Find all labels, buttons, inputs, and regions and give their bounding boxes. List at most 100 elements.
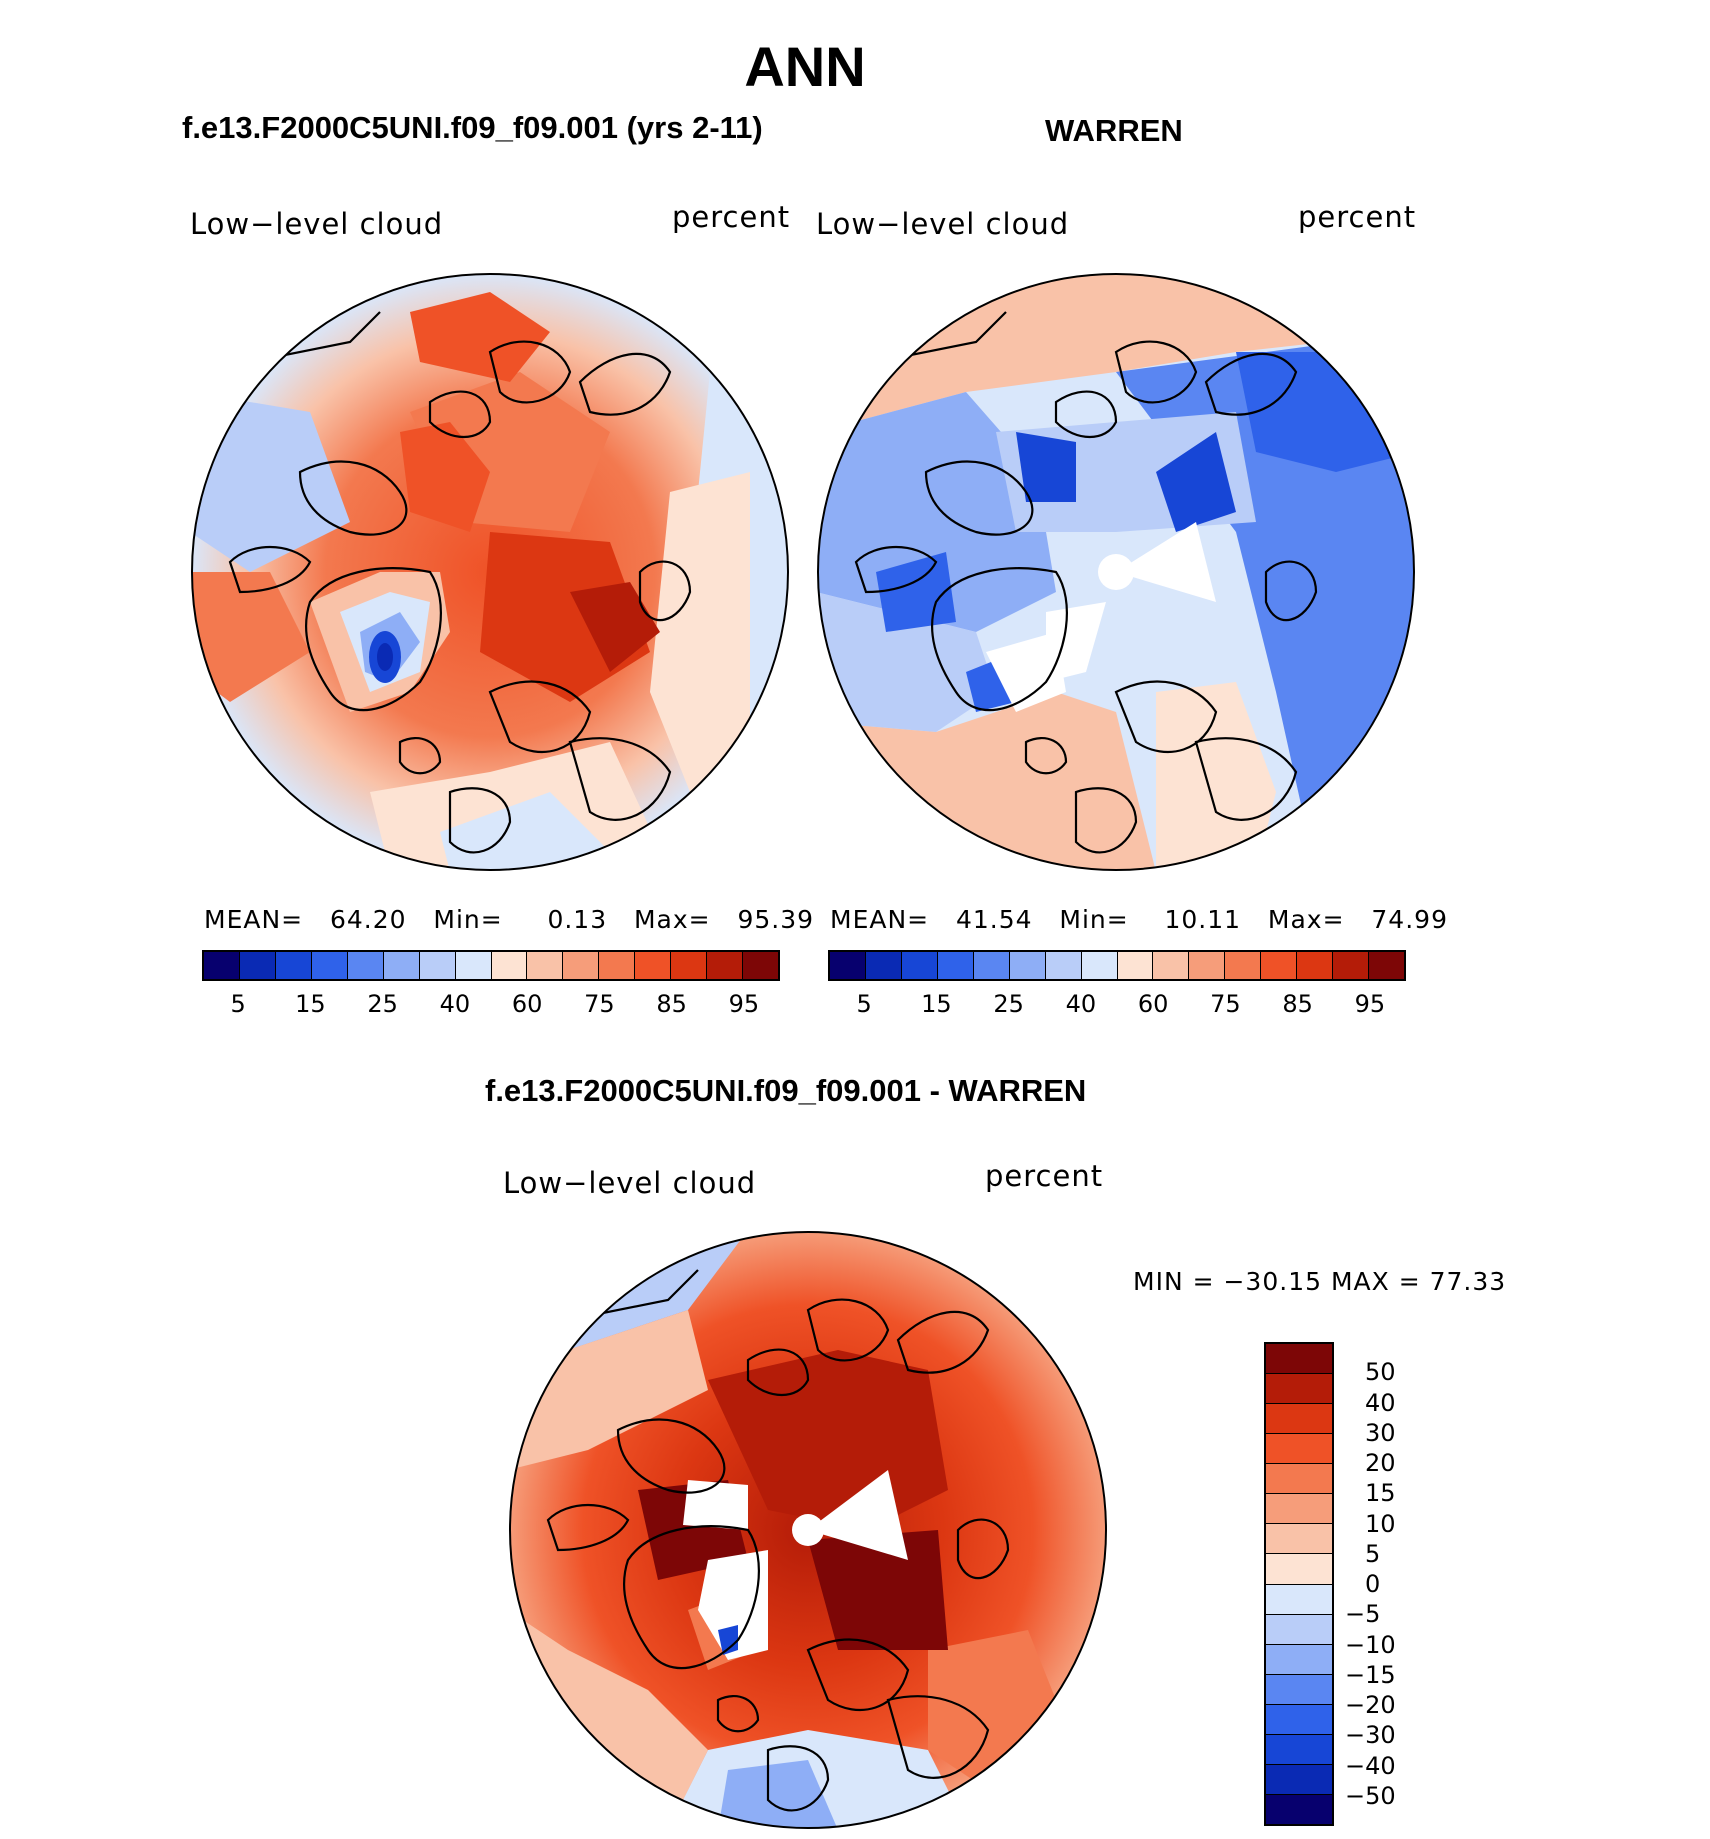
- panel1-colorbar-color-box: [563, 952, 600, 979]
- panel1-colorbar-tick-label: 60: [511, 990, 543, 1018]
- diff-colorbar-color-box: [1266, 1614, 1332, 1645]
- panel2-colorbar-color-box: [830, 952, 866, 979]
- panel1-colorbar-tick-label: 75: [584, 990, 615, 1018]
- panel1-colorbar-color-box: [491, 952, 528, 979]
- diff-colorbar-tick-label: −15: [1345, 1660, 1396, 1689]
- panel1-max-label: Max=: [633, 905, 711, 934]
- panel2-colorbar-color-box: [1297, 952, 1334, 979]
- panel2-mean-label: MEAN=: [830, 905, 930, 934]
- diff-colorbar-tick-label: −30: [1345, 1721, 1396, 1750]
- panel1-colorbar-color-box: [347, 952, 384, 979]
- panel1-colorbar-ticks: 5 15 25 40 60 75 85 95: [202, 990, 780, 1020]
- panel1-mean-value: 64.20: [329, 905, 407, 934]
- plot-title: ANN: [744, 35, 866, 98]
- panel2-colorbar-tick-label: 15: [921, 990, 952, 1018]
- diff-colorbar-color-box: [1266, 1764, 1332, 1795]
- diff-colorbar: [1264, 1342, 1334, 1826]
- panel1-colorbar-tick-label: 95: [728, 990, 760, 1018]
- panel2-colorbar-color-box: [1045, 952, 1082, 979]
- panel1-colorbar-tick-label: 40: [439, 990, 471, 1018]
- panel1-colorbar-tick-label: 5: [230, 990, 246, 1018]
- diff-colorbar-color-box: [1266, 1644, 1332, 1675]
- diff-colorbar-tick-label: −20: [1345, 1691, 1396, 1719]
- diff-colorbar-color-box: [1266, 1404, 1332, 1435]
- panel3-variable-label: Low−level cloud: [503, 1166, 757, 1200]
- diff-colorbar-color-box: [1266, 1494, 1332, 1525]
- panel2-mean-value: 41.54: [955, 905, 1033, 934]
- panel1-mean-label: MEAN=: [204, 905, 304, 934]
- panel2-units-label: percent: [1298, 200, 1417, 234]
- panel1-colorbar-tick-label: 85: [656, 990, 687, 1018]
- diff-colorbar-tick-label: 5: [1365, 1539, 1381, 1568]
- panel1-colorbar-color-box: [707, 952, 744, 979]
- panel1-colorbar-color-box: [419, 952, 456, 979]
- panel2-stats: MEAN= 41.54 Min= 10.11 Max= 74.99: [830, 905, 1448, 934]
- diff-polar-map: [509, 1231, 1107, 1829]
- panel2-min-label: Min=: [1059, 905, 1129, 934]
- panel1-variable-label: Low−level cloud: [190, 207, 444, 241]
- panel1-colorbar-color-box: [599, 952, 636, 979]
- panel2-colorbar-color-box: [1081, 952, 1118, 979]
- panel1-colorbar-tick-label: 25: [367, 990, 398, 1018]
- panel1-stats: MEAN= 64.20 Min= 0.13 Max= 95.39: [204, 905, 814, 934]
- diff-colorbar-tick-label: 0: [1365, 1570, 1381, 1598]
- diff-colorbar-color-box: [1266, 1554, 1332, 1585]
- panel1-min-value: 0.13: [547, 905, 608, 934]
- panel2-colorbar: [828, 950, 1406, 981]
- panel1-colorbar-color-box: [743, 952, 778, 979]
- panel1-colorbar-color-box: [635, 952, 672, 979]
- panel2-min-value: 10.11: [1164, 905, 1242, 934]
- panel2-colorbar-color-box: [1189, 952, 1226, 979]
- panel1-units-label: percent: [672, 200, 791, 234]
- diff-colorbar-color-box: [1266, 1704, 1332, 1735]
- panel3-units-label: percent: [985, 1159, 1104, 1193]
- diff-colorbar-tick-label: −5: [1345, 1600, 1381, 1629]
- panel1-case-title: f.e13.F2000C5UNI.f09_f09.001 (yrs 2-11): [182, 110, 763, 145]
- diff-colorbar-color-box: [1266, 1344, 1332, 1375]
- panel2-colorbar-tick-label: 60: [1137, 990, 1169, 1018]
- panel2-max-value: 74.99: [1371, 905, 1448, 934]
- panel2-colorbar-color-box: [1153, 952, 1190, 979]
- panel2-colorbar-color-box: [973, 952, 1010, 979]
- panel1-min-label: Min=: [433, 905, 503, 934]
- panel1-polar-map: [191, 273, 789, 871]
- diff-colorbar-tick-label: 15: [1365, 1479, 1396, 1508]
- panel1-colorbar-color-box: [527, 952, 564, 979]
- diff-title: f.e13.F2000C5UNI.f09_f09.001 - WARREN: [485, 1073, 1087, 1108]
- panel2-case-title: WARREN: [1045, 113, 1183, 148]
- panel2-colorbar-tick-label: 5: [856, 990, 872, 1018]
- diff-colorbar-tick-label: 50: [1365, 1358, 1396, 1387]
- panel2-colorbar-color-box: [1369, 952, 1404, 979]
- panel2-colorbar-color-box: [1225, 952, 1262, 979]
- diff-colorbar-color-box: [1266, 1674, 1332, 1705]
- panel2-colorbar-color-box: [901, 952, 938, 979]
- panel2-colorbar-color-box: [1009, 952, 1046, 979]
- diff-colorbar-color-box: [1266, 1584, 1332, 1615]
- panel2-polar-map: [817, 273, 1415, 871]
- panel1-colorbar-color-box: [204, 952, 240, 979]
- diff-colorbar-color-box: [1266, 1434, 1332, 1465]
- diff-colorbar-tick-label: 20: [1365, 1449, 1396, 1477]
- panel1-max-value: 95.39: [737, 905, 815, 934]
- panel1-colorbar-color-box: [275, 952, 312, 979]
- panel2-colorbar-tick-label: 75: [1210, 990, 1241, 1018]
- diff-colorbar-color-box: [1266, 1464, 1332, 1495]
- panel1-colorbar-color-box: [383, 952, 420, 979]
- panel2-colorbar-color-box: [865, 952, 902, 979]
- panel2-variable-label: Low−level cloud: [816, 207, 1070, 241]
- panel1-colorbar-color-box: [239, 952, 276, 979]
- diff-colorbar-tick-label: −10: [1345, 1630, 1396, 1659]
- panel1-colorbar-color-box: [455, 952, 492, 979]
- diff-colorbar-color-box: [1266, 1734, 1332, 1765]
- diff-colorbar-color-box: [1266, 1524, 1332, 1555]
- panel2-colorbar-tick-label: 40: [1065, 990, 1097, 1018]
- panel3-stats: MIN = −30.15 MAX = 77.33: [1133, 1267, 1507, 1296]
- panel2-colorbar-color-box: [1261, 952, 1298, 979]
- panel2-colorbar-color-box: [1117, 952, 1154, 979]
- diff-colorbar-color-box: [1266, 1794, 1332, 1824]
- panel2-colorbar-tick-label: 25: [993, 990, 1024, 1018]
- panel1-colorbar-color-box: [671, 952, 708, 979]
- diff-colorbar-tick-label: 10: [1365, 1509, 1396, 1538]
- diff-colorbar-ticks: 50 40 30 20 15 10 5 0 −5 −10 −15 −20 −30 −40 −50: [1345, 1342, 1445, 1826]
- panel2-colorbar-tick-label: 85: [1282, 990, 1313, 1018]
